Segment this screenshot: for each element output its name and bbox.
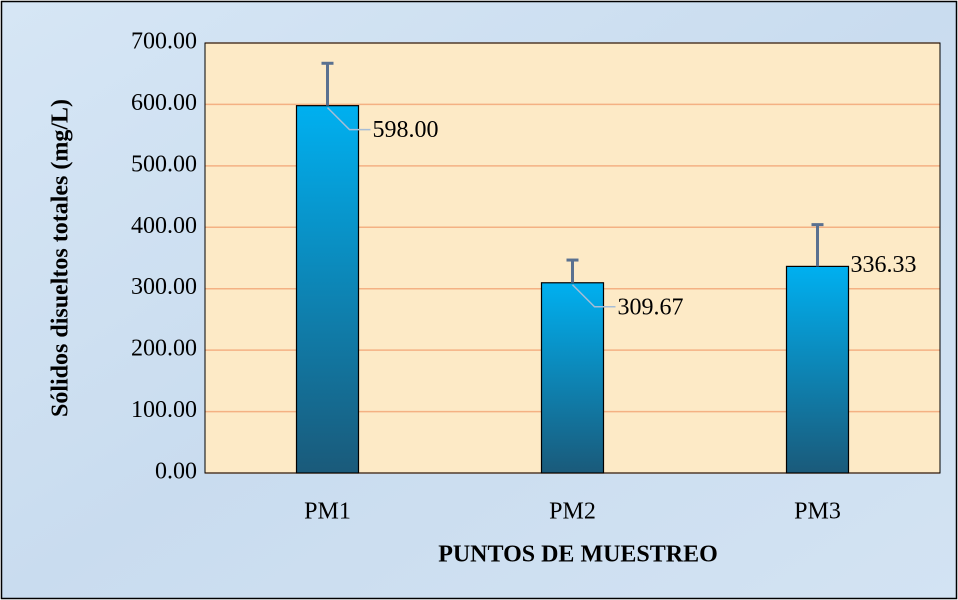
x-tick-label: PM1 [304, 499, 351, 525]
data-label: 309.67 [618, 294, 684, 320]
data-label: 598.00 [373, 117, 439, 143]
bar [295, 105, 360, 474]
data-label: 336.33 [851, 252, 917, 278]
y-axis-title: Sólidos disueltos totales (mg/L) [48, 99, 74, 417]
x-axis-title: PUNTOS DE MUESTREO [438, 542, 718, 568]
y-tick-label: 200.00 [131, 336, 197, 362]
leader-line [326, 107, 371, 131]
bar [540, 282, 605, 474]
y-tick-label: 600.00 [131, 90, 197, 116]
y-tick-label: 700.00 [131, 29, 197, 55]
x-tick-label: PM3 [794, 499, 841, 525]
y-tick-label: 500.00 [131, 151, 197, 177]
y-tick-label: 300.00 [131, 274, 197, 300]
y-tick-label: 100.00 [131, 397, 197, 423]
leader-line [571, 284, 616, 308]
x-tick-label: PM2 [549, 499, 596, 525]
y-tick-label: 400.00 [131, 213, 197, 239]
y-tick-label: 0.00 [155, 459, 197, 485]
bar [785, 265, 850, 474]
